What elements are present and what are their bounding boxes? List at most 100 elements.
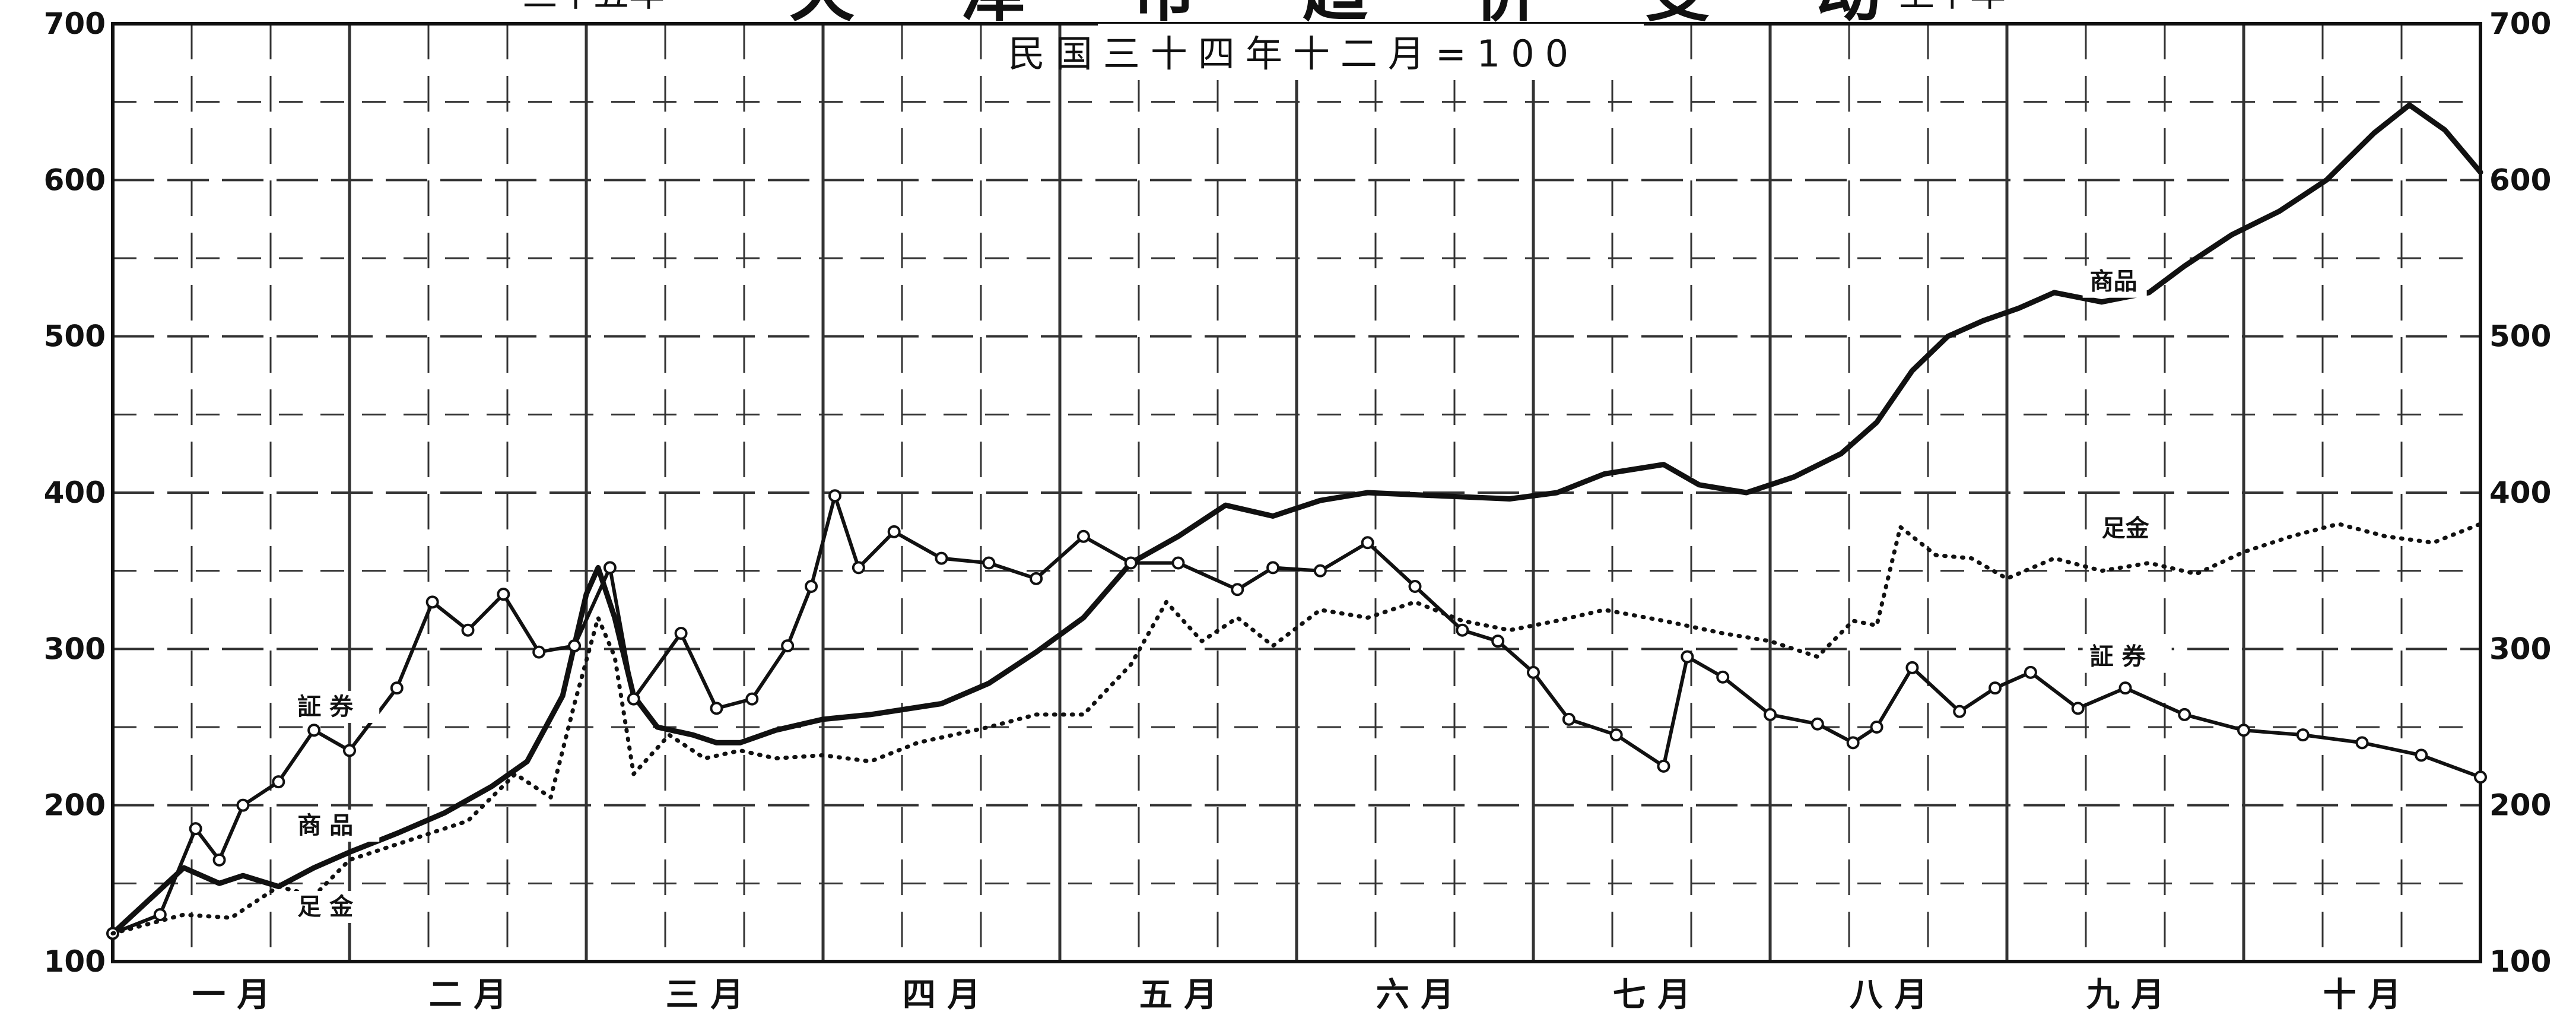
data-point bbox=[2355, 736, 2369, 750]
y-axis-left: 100 200 300 400 500 600 700 bbox=[44, 7, 106, 979]
data-point bbox=[852, 561, 865, 575]
data-point bbox=[1870, 721, 1883, 734]
y-tick-label-left: 200 bbox=[44, 788, 106, 823]
series-label-background bbox=[2094, 512, 2159, 545]
data-point bbox=[189, 822, 202, 836]
month-label: 七 月 bbox=[1613, 976, 1691, 1012]
data-point bbox=[935, 551, 948, 565]
month-label: 九 月 bbox=[2086, 976, 2165, 1012]
data-point bbox=[1989, 681, 2002, 695]
y-tick-label-right: 100 bbox=[2489, 944, 2551, 979]
data-point bbox=[627, 692, 640, 706]
series-line bbox=[110, 102, 2483, 937]
y-tick-label-right: 400 bbox=[2489, 475, 2551, 510]
data-point bbox=[532, 645, 546, 659]
title-prefix: 三十五年 bbox=[522, 0, 665, 15]
series-label-background bbox=[2082, 640, 2172, 673]
month-label: 十 月 bbox=[2323, 976, 2402, 1012]
y-tick-label-left: 100 bbox=[44, 944, 106, 979]
series-label-background bbox=[290, 690, 380, 723]
data-point bbox=[1313, 564, 1327, 578]
data-point bbox=[497, 588, 510, 601]
y-tick-label-left: 400 bbox=[44, 475, 106, 510]
month-label: 三 月 bbox=[666, 976, 744, 1012]
data-point bbox=[461, 623, 475, 637]
y-tick-label-left: 600 bbox=[44, 163, 106, 197]
data-point bbox=[1764, 708, 1777, 721]
series-label-background bbox=[2082, 265, 2147, 298]
data-point bbox=[1361, 536, 1374, 550]
title-suffix: 上半年 bbox=[1899, 0, 2006, 15]
data-point bbox=[425, 595, 439, 609]
data-point bbox=[805, 580, 818, 593]
data-point bbox=[982, 556, 996, 570]
data-point bbox=[603, 561, 617, 575]
data-point bbox=[1456, 623, 1469, 637]
data-point bbox=[568, 639, 582, 653]
data-point bbox=[1231, 583, 1244, 597]
data-point bbox=[1681, 650, 1694, 664]
month-label: 二 月 bbox=[429, 976, 507, 1012]
series-label: 足金 bbox=[2102, 515, 2150, 543]
data-point bbox=[1266, 561, 1280, 575]
y-tick-label-left: 700 bbox=[44, 7, 106, 41]
series-label-background bbox=[290, 891, 380, 923]
data-point bbox=[887, 525, 901, 538]
data-point bbox=[828, 489, 841, 503]
series-lines bbox=[106, 102, 2487, 940]
data-point bbox=[1171, 556, 1185, 570]
data-point bbox=[153, 908, 167, 921]
data-point bbox=[674, 627, 688, 640]
subtitle-background bbox=[1098, 24, 1644, 80]
y-tick-label-right: 500 bbox=[2489, 319, 2551, 354]
y-tick-label-right: 700 bbox=[2489, 7, 2551, 41]
data-point bbox=[1716, 670, 1730, 684]
y-tick-label-left: 500 bbox=[44, 319, 106, 354]
data-point bbox=[1124, 556, 1138, 570]
month-label: 四 月 bbox=[903, 976, 981, 1012]
data-point bbox=[307, 724, 321, 737]
chart-title: 三十五年 天 津 市 趋 价 变 动 上半年 民国三十四年十二月=100 bbox=[522, 0, 2006, 80]
data-point bbox=[2178, 708, 2191, 721]
data-point bbox=[212, 853, 226, 867]
data-point bbox=[745, 692, 759, 706]
data-point bbox=[1408, 580, 1422, 593]
data-point bbox=[390, 681, 404, 695]
month-label: 八 月 bbox=[1850, 976, 1928, 1012]
series-line bbox=[110, 522, 2483, 936]
y-tick-label-left: 300 bbox=[44, 632, 106, 666]
data-point bbox=[1846, 736, 1860, 750]
x-axis-months: 一 月二 月三 月四 月五 月六 月七 月八 月九 月十 月 bbox=[192, 976, 2402, 1012]
data-point bbox=[1609, 728, 1623, 742]
data-point bbox=[1562, 712, 1576, 726]
y-axis-right: 100 200 300 400 500 600 700 bbox=[2489, 7, 2551, 979]
month-label: 一 月 bbox=[192, 976, 271, 1012]
chart-subtitle: 民国三十四年十二月=100 bbox=[1008, 32, 1579, 75]
data-point bbox=[2024, 665, 2037, 679]
data-point bbox=[236, 798, 250, 812]
series-label: 足 金 bbox=[297, 893, 354, 921]
data-point bbox=[272, 775, 285, 789]
data-point bbox=[1527, 665, 1540, 679]
data-point bbox=[1076, 529, 1090, 543]
data-point bbox=[1810, 717, 1824, 731]
data-point bbox=[1905, 661, 1919, 674]
month-label: 六 月 bbox=[1376, 976, 1454, 1012]
month-label: 五 月 bbox=[1139, 976, 1218, 1012]
data-point bbox=[1657, 759, 1670, 773]
data-point bbox=[710, 702, 723, 715]
data-point bbox=[2237, 724, 2250, 737]
data-point bbox=[2415, 748, 2428, 762]
data-point bbox=[1030, 572, 1043, 585]
data-point bbox=[781, 639, 795, 653]
title-main: 天 津 市 趋 价 变 动 bbox=[789, 0, 1923, 30]
series-label: 証 券 bbox=[2090, 643, 2146, 671]
y-tick-label-right: 200 bbox=[2489, 788, 2551, 823]
y-tick-label-right: 600 bbox=[2489, 163, 2551, 197]
series-label: 証 券 bbox=[297, 693, 354, 721]
series-label: 商 品 bbox=[297, 812, 353, 839]
data-point bbox=[343, 744, 356, 757]
data-point bbox=[2296, 728, 2310, 742]
